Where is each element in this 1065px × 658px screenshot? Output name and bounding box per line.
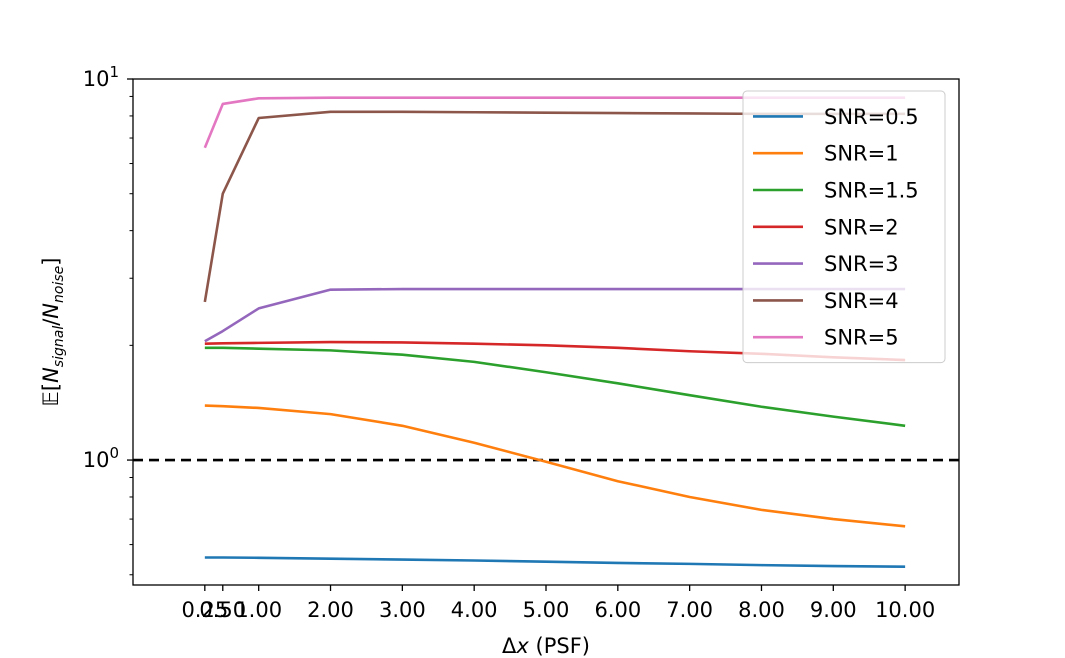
legend-label: SNR=4 bbox=[824, 289, 899, 313]
legend-label: SNR=2 bbox=[824, 215, 899, 239]
y-axis-ticks: 100 101 bbox=[83, 63, 133, 576]
series-line-1 bbox=[204, 404, 906, 528]
legend-box bbox=[742, 90, 946, 364]
legend-label: SNR=3 bbox=[824, 252, 899, 276]
x-axis-ticks: 0.250.501.00 2.00 3.00 4.00 5.00 6.00 7.00 8.00… bbox=[181, 585, 935, 622]
x-tick-label: 4.00 bbox=[451, 598, 498, 622]
series-line-0 bbox=[204, 556, 906, 568]
x-tick-label: 9.00 bbox=[810, 598, 857, 622]
x-tick-label: 0.50 bbox=[199, 598, 246, 622]
legend-label: SNR=5 bbox=[824, 326, 899, 350]
x-tick-label: 1.00 bbox=[235, 598, 282, 622]
series-line-2 bbox=[204, 346, 906, 428]
legend-label: SNR=0.5 bbox=[824, 105, 919, 129]
x-tick-label: 8.00 bbox=[738, 598, 785, 622]
y-axis-label: 𝔼[Nsignal/Nnoise] bbox=[39, 258, 67, 407]
x-axis-label: Δx (PSF) bbox=[502, 634, 590, 658]
x-tick-label: 0.25 bbox=[181, 598, 228, 622]
x-tick-label: 6.00 bbox=[594, 598, 641, 622]
y-tick-label: 101 bbox=[83, 63, 119, 91]
x-tick-label: 10.00 bbox=[875, 598, 935, 622]
legend-label: SNR=1 bbox=[824, 142, 899, 166]
x-tick-label: 5.00 bbox=[523, 598, 570, 622]
x-tick-label: 2.00 bbox=[307, 598, 354, 622]
x-tick-label: 3.00 bbox=[379, 598, 426, 622]
legend: SNR=0.5 SNR=1 SNR=1.5 SNR=2 SNR=3 SNR=4 SNR=5 bbox=[742, 90, 946, 364]
x-tick-label: 7.00 bbox=[666, 598, 713, 622]
y-tick-label: 100 bbox=[83, 444, 119, 472]
legend-label: SNR=1.5 bbox=[824, 179, 919, 203]
